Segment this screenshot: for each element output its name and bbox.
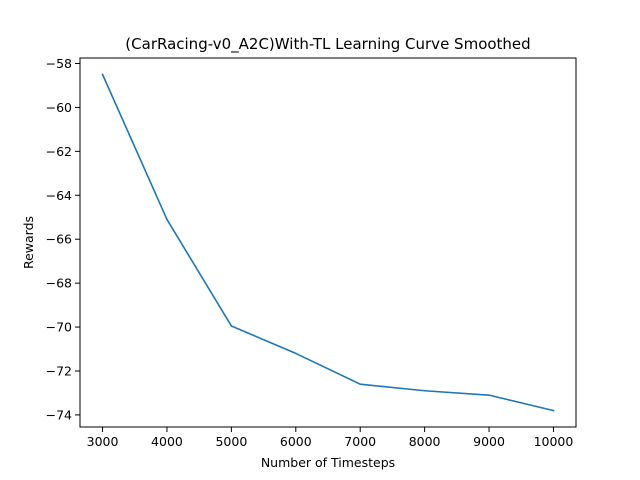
x-tick-label: 6000 xyxy=(280,434,312,449)
x-tick-label: 4000 xyxy=(151,434,183,449)
series-line-0 xyxy=(101,73,555,412)
y-tick-label: −66 xyxy=(46,232,72,247)
x-tick-label: 5000 xyxy=(215,434,247,449)
data-point xyxy=(294,352,297,355)
x-axis-label: Number of Timesteps xyxy=(261,455,395,470)
x-tick-label: 8000 xyxy=(409,434,441,449)
chart-title: (CarRacing-v0_A2C)With-TL Learning Curve… xyxy=(125,35,530,54)
data-point xyxy=(166,218,168,221)
x-tick-label: 7000 xyxy=(344,434,376,449)
y-tick-label: −62 xyxy=(46,144,72,159)
data-point xyxy=(101,73,104,76)
series-layer xyxy=(101,73,555,412)
y-tick-label: −72 xyxy=(46,363,72,378)
data-point xyxy=(359,383,362,385)
y-tick-label: −68 xyxy=(46,276,72,291)
axes-layer: 3000 4000 5000 6000 7000 8000 9000 10000 −58 −60 −… xyxy=(46,56,574,449)
x-tick-label: 3000 xyxy=(87,434,119,449)
data-point xyxy=(230,325,233,327)
y-tick-label: −74 xyxy=(46,407,72,422)
y-tick-label: −58 xyxy=(46,56,72,71)
x-tick-label: 10000 xyxy=(534,434,574,449)
y-tick-label: −70 xyxy=(46,320,72,335)
plot-area-frame xyxy=(79,57,577,428)
data-point xyxy=(488,394,490,396)
y-tick-label: −64 xyxy=(46,188,72,203)
data-point xyxy=(552,409,555,412)
y-tick-label: −60 xyxy=(46,100,72,115)
data-point xyxy=(423,389,426,392)
x-tick-label: 9000 xyxy=(473,434,505,449)
y-axis-label: Rewards xyxy=(21,216,36,269)
